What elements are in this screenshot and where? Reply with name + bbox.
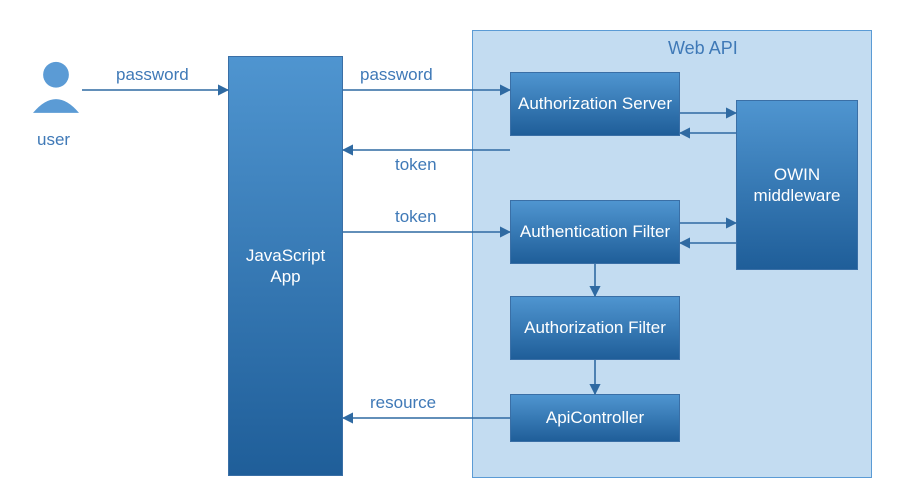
node-apicontroller: ApiController: [510, 394, 680, 442]
edge-label-auth-js: token: [395, 155, 437, 175]
node-javascript-app: JavaScript App: [228, 56, 343, 476]
node-label: Authorization Server: [518, 93, 672, 114]
node-authentication-filter: Authentication Filter: [510, 200, 680, 264]
node-authorization-filter: Authorization Filter: [510, 296, 680, 360]
node-label: JavaScript App: [229, 245, 342, 288]
node-authorization-server: Authorization Server: [510, 72, 680, 136]
node-owin-middleware: OWIN middleware: [736, 100, 858, 270]
node-label: Authorization Filter: [524, 317, 666, 338]
node-label: ApiController: [546, 407, 644, 428]
edge-label-user-js: password: [116, 65, 189, 85]
edge-label-apic-js: resource: [370, 393, 436, 413]
edge-label-js-authen: token: [395, 207, 437, 227]
edge-label-js-auth: password: [360, 65, 433, 85]
diagram-canvas: Web API user JavaScript App Authorizatio…: [0, 0, 898, 501]
node-label: OWIN middleware: [737, 164, 857, 207]
node-label: Authentication Filter: [520, 221, 670, 242]
user-label: user: [37, 130, 70, 150]
